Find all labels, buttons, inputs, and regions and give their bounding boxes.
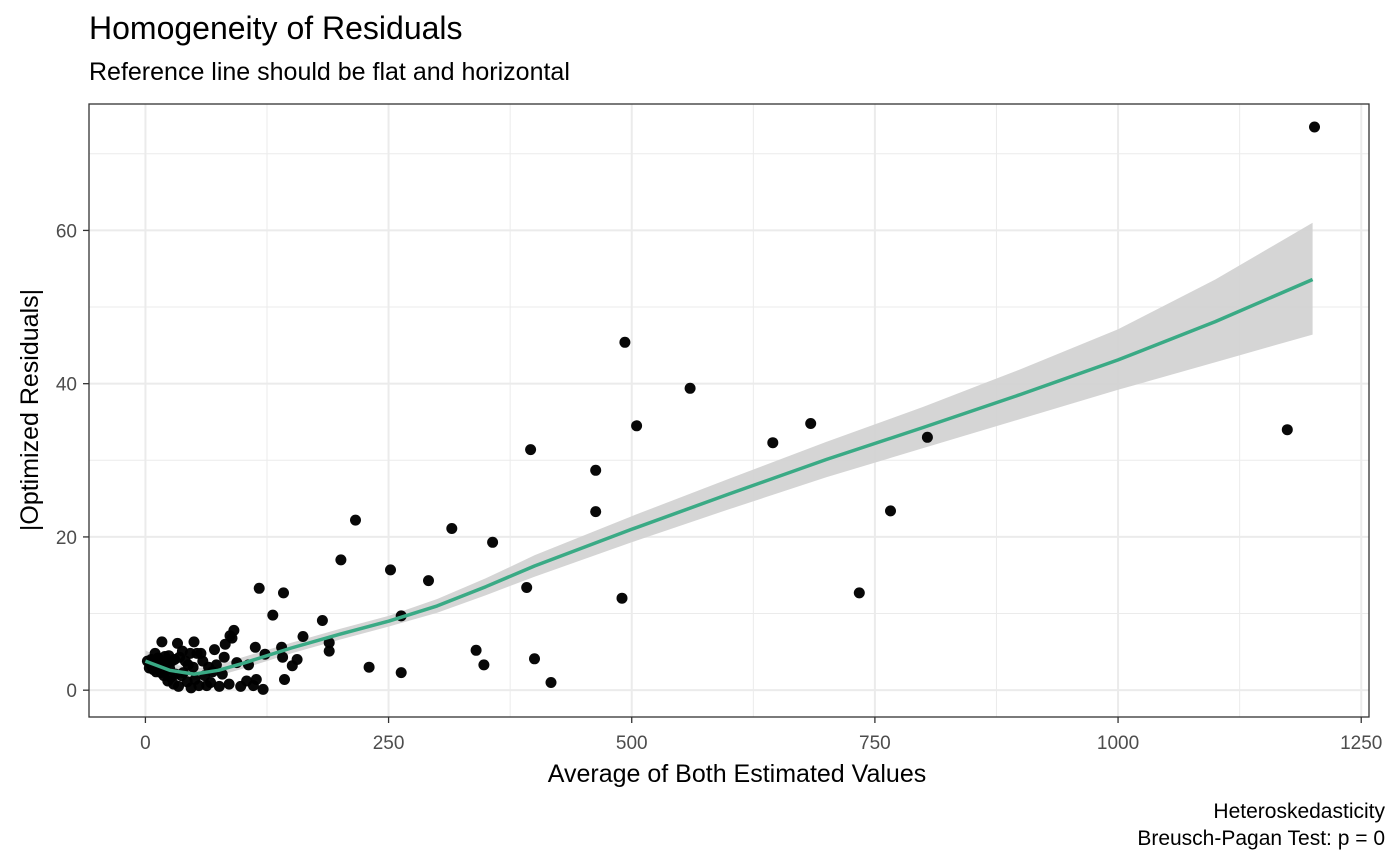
points-layer bbox=[141, 121, 1320, 695]
x-tick-label: 750 bbox=[859, 733, 891, 754]
data-point bbox=[267, 609, 279, 621]
data-point bbox=[279, 674, 290, 685]
plot-panel-border bbox=[88, 103, 1370, 718]
data-point bbox=[156, 636, 168, 648]
data-point bbox=[277, 651, 289, 663]
data-point bbox=[529, 653, 540, 665]
chart-title: Homogeneity of Residuals bbox=[89, 10, 463, 46]
data-point bbox=[316, 615, 328, 626]
data-point bbox=[525, 444, 537, 456]
data-point bbox=[921, 431, 933, 443]
data-point bbox=[767, 437, 779, 449]
grid-minor bbox=[89, 104, 1369, 717]
data-point bbox=[213, 680, 225, 692]
chart-subtitle: Reference line should be flat and horizo… bbox=[89, 58, 570, 86]
x-tick-label: 0 bbox=[140, 733, 151, 754]
data-point bbox=[323, 645, 335, 657]
data-point bbox=[219, 638, 231, 650]
data-point bbox=[631, 420, 643, 432]
data-point bbox=[521, 582, 533, 593]
smooth-line-layer bbox=[144, 277, 1314, 676]
data-point bbox=[1309, 121, 1320, 133]
data-point bbox=[395, 667, 407, 679]
data-point bbox=[218, 651, 230, 663]
data-point bbox=[1281, 424, 1293, 436]
data-point bbox=[201, 680, 213, 692]
grid-major bbox=[89, 104, 1369, 717]
y-axis-label: |Optimized Residuals| bbox=[16, 289, 44, 531]
caption: Heteroskedasticity Breusch-Pagan Test: p… bbox=[1137, 798, 1385, 852]
x-tick-label: 1250 bbox=[1340, 733, 1382, 754]
data-point bbox=[278, 587, 289, 599]
data-point bbox=[478, 659, 490, 671]
data-point bbox=[684, 382, 696, 394]
data-point bbox=[286, 660, 298, 672]
confidence-band-layer bbox=[145, 222, 1313, 680]
data-point bbox=[363, 661, 375, 673]
x-tick-label: 1000 bbox=[1097, 733, 1139, 754]
data-point bbox=[224, 630, 236, 642]
x-axis-label: Average of Both Estimated Values bbox=[548, 760, 926, 788]
data-point bbox=[619, 336, 631, 348]
y-tick-label: 40 bbox=[56, 375, 77, 396]
caption-line-2: Breusch-Pagan Test: p = 0 bbox=[1137, 827, 1385, 850]
confidence-band bbox=[145, 222, 1313, 680]
y-tick-label: 60 bbox=[56, 221, 77, 242]
y-tick-label: 0 bbox=[66, 681, 77, 702]
data-point bbox=[885, 505, 896, 517]
data-point bbox=[423, 575, 434, 587]
data-point bbox=[172, 637, 183, 649]
data-point bbox=[297, 631, 309, 642]
data-point bbox=[545, 677, 557, 688]
data-point bbox=[487, 536, 499, 548]
data-point bbox=[209, 644, 220, 656]
data-point bbox=[249, 641, 261, 653]
data-point bbox=[470, 644, 482, 656]
data-point bbox=[590, 506, 602, 518]
data-point bbox=[257, 683, 269, 695]
x-tick-label: 250 bbox=[373, 733, 405, 754]
data-point bbox=[853, 587, 865, 599]
data-point bbox=[590, 464, 602, 476]
x-tick-label: 500 bbox=[616, 733, 648, 754]
data-point bbox=[805, 418, 817, 429]
data-point bbox=[385, 564, 396, 576]
data-point bbox=[350, 514, 361, 526]
smooth-line bbox=[144, 277, 1314, 676]
data-point bbox=[253, 582, 265, 594]
data-point bbox=[616, 592, 628, 604]
axis-ticks: 0 250 500 750 1000 1250 0 20 40 60 bbox=[56, 221, 1383, 754]
data-point bbox=[223, 678, 235, 690]
y-tick-label: 20 bbox=[56, 528, 77, 549]
data-point bbox=[323, 637, 335, 649]
data-point bbox=[446, 523, 458, 534]
data-point bbox=[235, 680, 247, 692]
caption-line-1: Heteroskedasticity bbox=[1213, 800, 1385, 823]
data-point bbox=[188, 636, 200, 648]
data-point bbox=[335, 554, 347, 566]
